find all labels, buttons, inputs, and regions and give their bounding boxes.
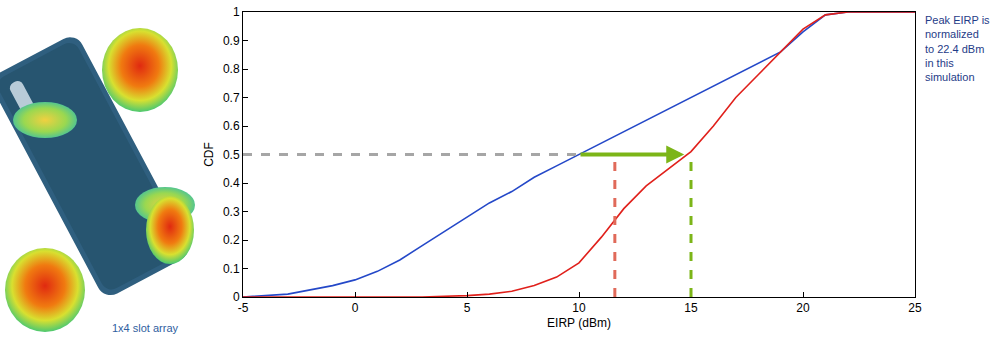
svg-text:1: 1 [233,5,240,19]
svg-text:0.2: 0.2 [223,233,240,247]
svg-text:0.7: 0.7 [223,91,240,105]
svg-text:-5: -5 [238,301,249,315]
svg-text:Peak EIRP isnormalizedto 22.4: Peak EIRP isnormalizedto 22.4 dBmin this… [925,14,990,83]
svg-text:1x4 slot array: 1x4 slot array [112,322,179,334]
svg-text:15: 15 [684,301,698,315]
svg-text:CDF: CDF [202,142,216,167]
svg-text:0.4: 0.4 [223,176,240,190]
svg-text:0: 0 [352,301,359,315]
svg-text:25: 25 [908,301,922,315]
svg-text:0.9: 0.9 [223,34,240,48]
svg-text:0.8: 0.8 [223,62,240,76]
svg-text:0.6: 0.6 [223,119,240,133]
svg-text:EIRP (dBm): EIRP (dBm) [547,316,611,330]
svg-text:10: 10 [572,301,586,315]
svg-text:0.5: 0.5 [223,148,240,162]
svg-text:0.1: 0.1 [223,262,240,276]
svg-text:0.3: 0.3 [223,205,240,219]
svg-text:0: 0 [233,290,240,304]
svg-text:5: 5 [464,301,471,315]
svg-text:20: 20 [796,301,810,315]
